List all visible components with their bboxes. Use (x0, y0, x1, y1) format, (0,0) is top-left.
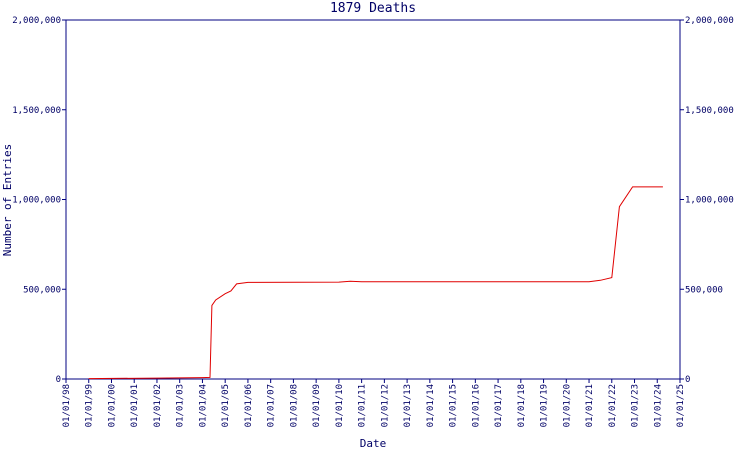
x-tick-label: 01/01/10 (335, 384, 345, 427)
y2-tick-label: 1,500,000 (685, 106, 734, 116)
y-tick-label: 500,000 (23, 285, 61, 295)
y-tick-label: 2,000,000 (12, 16, 61, 26)
x-tick-label: 01/01/00 (107, 384, 117, 427)
x-tick-label: 01/01/17 (494, 384, 504, 427)
x-tick-label: 01/01/11 (358, 384, 368, 427)
x-tick-label: 01/01/19 (540, 384, 550, 427)
x-tick-label: 01/01/20 (562, 384, 572, 427)
x-tick-label: 01/01/01 (130, 384, 140, 427)
plot-frame (65, 19, 681, 380)
x-tick-label: 01/01/21 (585, 384, 595, 427)
y2-tick-label: 1,000,000 (685, 196, 734, 206)
x-tick-label: 01/01/03 (176, 384, 186, 427)
x-tick-label: 01/01/02 (153, 384, 163, 427)
x-tick-label: 01/01/99 (85, 384, 95, 427)
x-tick-label: 01/01/12 (380, 384, 390, 427)
x-tick-label: 01/01/08 (289, 384, 299, 427)
x-tick-label: 01/01/13 (403, 384, 413, 427)
y-tick-label: 1,500,000 (12, 106, 61, 116)
x-tick-label: 01/01/15 (449, 384, 459, 427)
y-tick-label: 1,000,000 (12, 196, 61, 206)
x-axis-label: Date (360, 437, 387, 450)
x-tick-label: 01/01/05 (221, 384, 231, 427)
y2-tick-label: 500,000 (685, 285, 723, 295)
x-tick-label: 01/01/25 (676, 384, 686, 427)
x-tick-label: 01/01/98 (62, 384, 72, 427)
x-tick-label: 01/01/18 (517, 384, 527, 427)
y-tick-label: 0 (56, 375, 61, 385)
x-tick-label: 01/01/16 (471, 384, 481, 427)
x-tick-label: 01/01/24 (653, 384, 663, 427)
x-tick-label: 01/01/22 (608, 384, 618, 427)
y2-tick-label: 2,000,000 (685, 16, 734, 26)
data-line (88, 186, 663, 380)
y2-tick-label: 0 (685, 375, 690, 385)
x-tick-label: 01/01/07 (267, 384, 277, 427)
x-tick-label: 01/01/23 (631, 384, 641, 427)
x-tick-label: 01/01/14 (426, 384, 436, 427)
y-axis-label: Number of Entries (1, 144, 14, 257)
x-tick-label: 01/01/09 (312, 384, 322, 427)
x-tick-label: 01/01/06 (244, 384, 254, 427)
x-tick-label: 01/01/04 (198, 384, 208, 427)
chart-title: 1879 Deaths (330, 1, 416, 16)
